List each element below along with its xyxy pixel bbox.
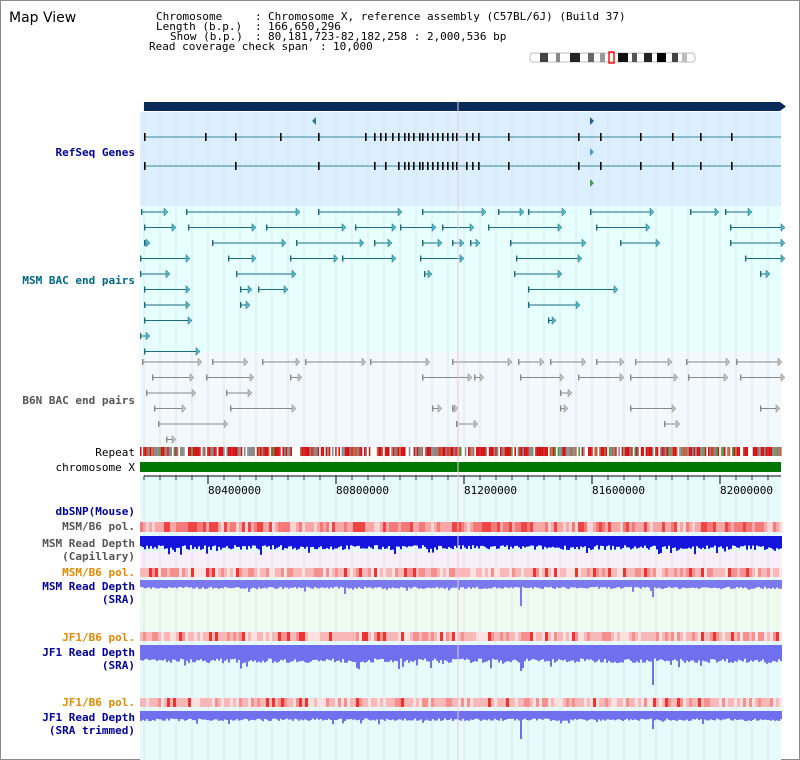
track-label-msm-depth-cap-1[interactable]: MSM Read Depth [42,537,135,550]
info-coverage-key: Read coverage check span [149,40,308,53]
info-colon-4: : [320,40,327,53]
jf1-b6-pol-heat-2 [140,698,782,707]
track-label-msm-bac[interactable]: MSM BAC end pairs [22,274,135,287]
axis-tick-label: 82000000 [720,484,773,497]
refseq-track-bg [140,112,781,206]
msm-sra-depth [140,580,782,606]
jf1-b6-pol-heat-1 [140,632,782,641]
jf1-sra-trimmed-depth [140,711,782,739]
track-label-msm-depth-sra-2: (SRA) [101,593,135,606]
b6n-bac-track-bg [140,352,781,448]
navy-region-bar [144,102,780,111]
track-label-msm-depth-sra-1[interactable]: MSM Read Depth [42,580,135,593]
position-axis [143,475,781,484]
info-length-key: Length (b.p.) [156,20,243,33]
track-label-jf1-depth-trim-1[interactable]: JF1 Read Depth [42,711,135,724]
track-label-b6n-bac[interactable]: B6N BAC end pairs [22,394,135,407]
info-show-key: Show (b.p.) [170,30,243,43]
info-length-value: 166,650,296 [268,20,341,33]
info-colon-2: : [255,20,262,33]
track-label-jf1-b6-pol-1[interactable]: JF1/B6 pol. [62,631,135,644]
track-label-chromosome[interactable]: chromosome X [55,461,135,474]
info-chromosome-key: Chromosome [156,10,223,23]
chromosome-bar [140,462,781,472]
track-label-msm-b6-pol-1[interactable]: MSM/B6 pol. [62,520,135,533]
track-label-msm-b6-pol-2[interactable]: MSM/B6 pol. [62,566,135,579]
track-label-jf1-depth-sra-2: (SRA) [101,659,135,672]
track-label-repeat[interactable]: Repeat [95,446,135,459]
track-label-dbsnp[interactable]: dbSNP(Mouse) [55,505,135,518]
track-label-jf1-depth-trim-2: (SRA trimmed) [48,724,135,737]
repeat-track [140,447,782,456]
axis-tick-label: 81600000 [592,484,645,497]
refseq-genes-track [144,117,781,187]
axis-tick-label: 80400000 [208,484,261,497]
b6n-bac-track [142,357,786,445]
msm-capillary-depth [140,536,782,555]
chromosome-ideogram [529,51,696,64]
map-view-title: Map View [9,10,77,26]
msm-sra-track-bg [140,588,781,630]
info-colon-1: : [255,10,262,23]
msm-bac-track-bg [140,206,781,352]
info-colon-3: : [255,30,262,43]
msm-b6-pol-heat-2 [140,568,782,577]
axis-tick-label: 80800000 [336,484,389,497]
track-label-jf1-depth-sra-1[interactable]: JF1 Read Depth [42,646,135,659]
navy-bar-arrow [780,102,786,111]
track-label-jf1-b6-pol-2[interactable]: JF1/B6 pol. [62,696,135,709]
msm-b6-pol-heat-1 [140,522,782,532]
track-label-msm-depth-cap-2: (Capillary) [62,550,135,563]
info-chromosome-value: Chromosome X, reference assembly (C57BL/… [268,10,626,23]
info-show-value: 80,181,723-82,182,258 : 2,000,536 bp [268,30,507,43]
info-coverage-value: 10,000 [333,40,373,53]
msm-bac-track [140,207,786,357]
axis-tick-label: 81200000 [464,484,517,497]
jf1-sra-depth [140,645,782,685]
track-label-refseq[interactable]: RefSeq Genes [55,146,135,159]
